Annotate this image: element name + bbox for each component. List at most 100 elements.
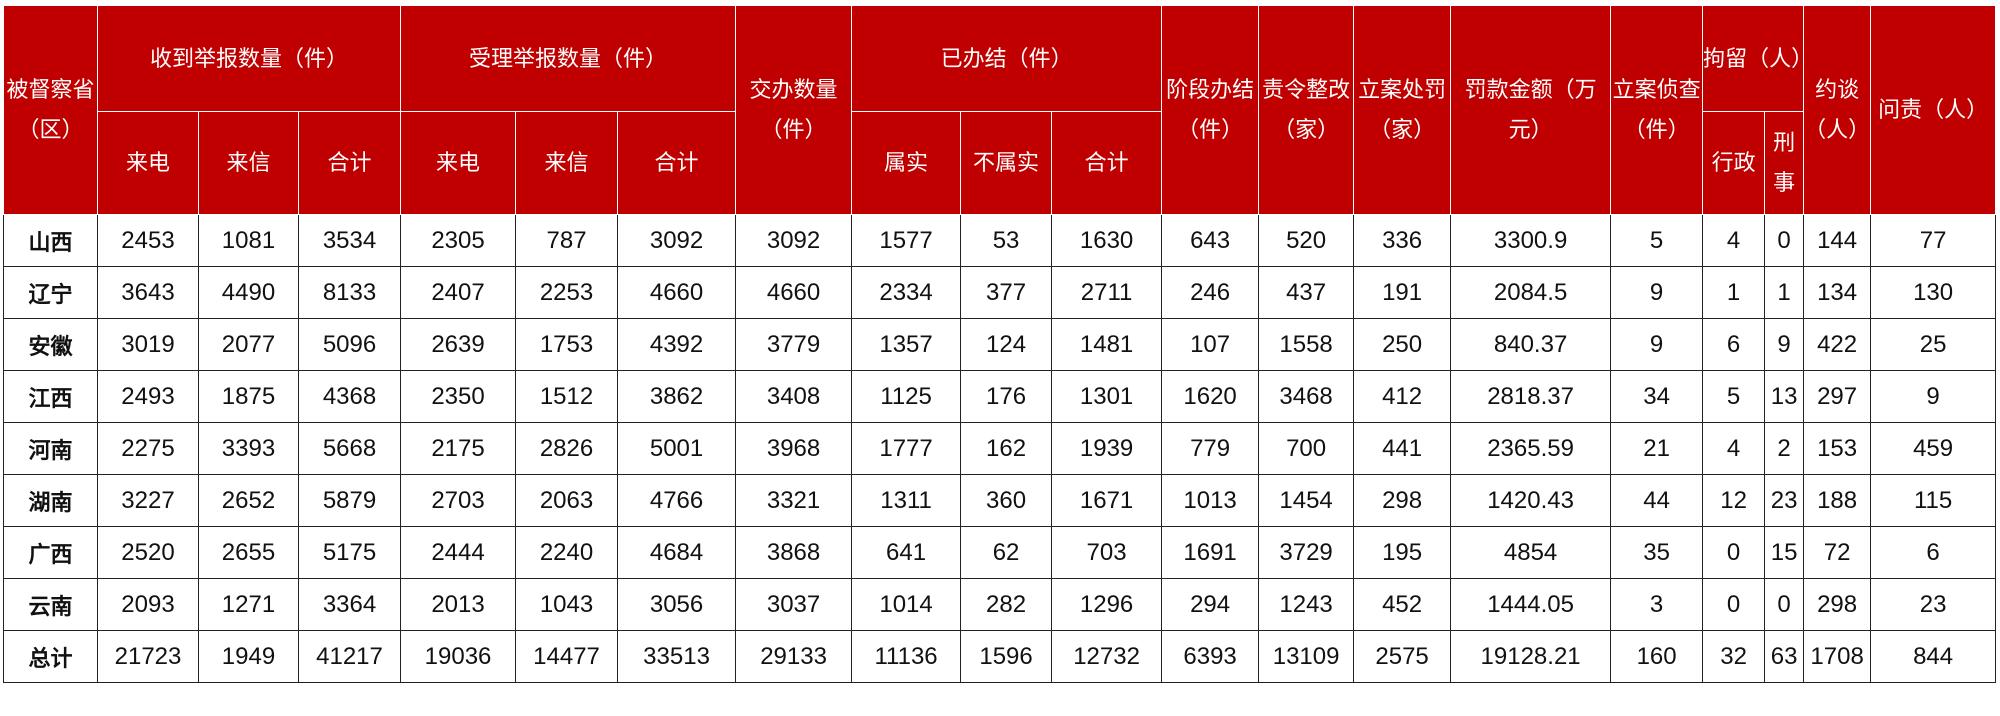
value-cell: 9 bbox=[1610, 266, 1704, 319]
value-cell: 1357 bbox=[851, 318, 962, 371]
value-cell: 520 bbox=[1258, 214, 1355, 267]
value-cell: 0 bbox=[1764, 214, 1805, 267]
value-cell: 23 bbox=[1764, 474, 1805, 527]
value-cell: 2334 bbox=[851, 266, 962, 319]
value-cell: 6393 bbox=[1161, 630, 1260, 683]
value-cell: 162 bbox=[960, 422, 1053, 475]
value-cell: 787 bbox=[515, 214, 619, 267]
value-cell: 2013 bbox=[400, 578, 517, 631]
subheader-true: 属实 bbox=[851, 111, 962, 215]
value-cell: 2639 bbox=[400, 318, 517, 371]
value-cell: 840.37 bbox=[1450, 318, 1612, 371]
value-cell: 4854 bbox=[1450, 526, 1612, 579]
value-cell: 3321 bbox=[735, 474, 853, 527]
value-cell: 3056 bbox=[617, 578, 737, 631]
value-cell: 5879 bbox=[297, 474, 402, 527]
value-cell: 72 bbox=[1803, 526, 1872, 579]
value-cell: 360 bbox=[960, 474, 1053, 527]
value-cell: 4392 bbox=[617, 318, 737, 371]
value-cell: 4490 bbox=[198, 266, 299, 319]
header-received: 收到举报数量（件） bbox=[96, 5, 402, 112]
header-accountability: 问责（人） bbox=[1870, 5, 1997, 215]
value-cell: 13109 bbox=[1258, 630, 1355, 683]
value-cell: 3408 bbox=[735, 370, 853, 423]
value-cell: 459 bbox=[1870, 422, 1997, 475]
value-cell: 1043 bbox=[515, 578, 619, 631]
value-cell: 11136 bbox=[851, 630, 962, 683]
value-cell: 25 bbox=[1870, 318, 1997, 371]
province-cell: 江西 bbox=[3, 370, 98, 423]
value-cell: 12 bbox=[1702, 474, 1766, 527]
value-cell: 2826 bbox=[515, 422, 619, 475]
value-cell: 9 bbox=[1764, 318, 1805, 371]
header-assigned: 交办数量（件） bbox=[735, 5, 853, 215]
subheader-criminal: 刑事 bbox=[1764, 111, 1805, 215]
header-stage-closed: 阶段办结（件） bbox=[1161, 5, 1260, 215]
value-cell: 0 bbox=[1702, 578, 1766, 631]
value-cell: 3227 bbox=[97, 474, 199, 527]
header-province: 被督察省（区） bbox=[3, 5, 98, 215]
value-cell: 2350 bbox=[400, 370, 517, 423]
value-cell: 4660 bbox=[735, 266, 853, 319]
value-cell: 2453 bbox=[97, 214, 199, 267]
value-cell: 2084.5 bbox=[1450, 266, 1612, 319]
province-cell: 湖南 bbox=[3, 474, 98, 527]
value-cell: 2652 bbox=[198, 474, 299, 527]
value-cell: 2365.59 bbox=[1450, 422, 1612, 475]
value-cell: 6 bbox=[1702, 318, 1766, 371]
header-ordered-rectify: 责令整改（家） bbox=[1258, 5, 1355, 215]
value-cell: 1558 bbox=[1258, 318, 1355, 371]
value-cell: 779 bbox=[1161, 422, 1260, 475]
table-row: 湖南 3227 2652 5879 2703 2063 4766 3321 1311 360 167… bbox=[3, 474, 1997, 527]
value-cell: 3468 bbox=[1258, 370, 1355, 423]
table-row: 总计 21723 1949 41217 19036 14477 33513 29133 1113… bbox=[3, 630, 1997, 683]
value-cell: 6 bbox=[1870, 526, 1997, 579]
value-cell: 1939 bbox=[1051, 422, 1163, 475]
value-cell: 191 bbox=[1353, 266, 1452, 319]
value-cell: 441 bbox=[1353, 422, 1452, 475]
value-cell: 53 bbox=[960, 214, 1053, 267]
value-cell: 4660 bbox=[617, 266, 737, 319]
value-cell: 1 bbox=[1702, 266, 1766, 319]
value-cell: 2240 bbox=[515, 526, 619, 579]
header-case-penalty: 立案处罚（家） bbox=[1353, 5, 1452, 215]
value-cell: 1671 bbox=[1051, 474, 1163, 527]
value-cell: 1949 bbox=[198, 630, 299, 683]
province-cell: 总计 bbox=[3, 630, 98, 683]
value-cell: 1512 bbox=[515, 370, 619, 423]
province-cell: 辽宁 bbox=[3, 266, 98, 319]
value-cell: 2275 bbox=[97, 422, 199, 475]
value-cell: 4 bbox=[1702, 422, 1766, 475]
value-cell: 1125 bbox=[851, 370, 962, 423]
value-cell: 12732 bbox=[1051, 630, 1163, 683]
value-cell: 3393 bbox=[198, 422, 299, 475]
value-cell: 63 bbox=[1764, 630, 1805, 683]
value-cell: 4684 bbox=[617, 526, 737, 579]
value-cell: 3300.9 bbox=[1450, 214, 1612, 267]
value-cell: 2253 bbox=[515, 266, 619, 319]
table-row: 山西 2453 1081 3534 2305 787 3092 3092 1577 53 1630 6… bbox=[3, 214, 1997, 267]
value-cell: 1444.05 bbox=[1450, 578, 1612, 631]
table-row: 云南 2093 1271 3364 2013 1043 3056 3037 1014 282 129… bbox=[3, 578, 1997, 631]
value-cell: 107 bbox=[1161, 318, 1260, 371]
value-cell: 195 bbox=[1353, 526, 1452, 579]
value-cell: 1271 bbox=[198, 578, 299, 631]
value-cell: 2407 bbox=[400, 266, 517, 319]
subheader-total: 合计 bbox=[297, 111, 402, 215]
value-cell: 77 bbox=[1870, 214, 1997, 267]
value-cell: 422 bbox=[1803, 318, 1872, 371]
value-cell: 1875 bbox=[198, 370, 299, 423]
value-cell: 62 bbox=[960, 526, 1053, 579]
value-cell: 2063 bbox=[515, 474, 619, 527]
value-cell: 3868 bbox=[735, 526, 853, 579]
value-cell: 4368 bbox=[297, 370, 402, 423]
province-cell: 山西 bbox=[3, 214, 98, 267]
header-fine: 罚款金额（万元） bbox=[1450, 5, 1612, 215]
value-cell: 3729 bbox=[1258, 526, 1355, 579]
value-cell: 1301 bbox=[1051, 370, 1163, 423]
table-row: 安徽 3019 2077 5096 2639 1753 4392 3779 1357 124 148… bbox=[3, 318, 1997, 371]
value-cell: 15 bbox=[1764, 526, 1805, 579]
value-cell: 2305 bbox=[400, 214, 517, 267]
value-cell: 1014 bbox=[851, 578, 962, 631]
value-cell: 3019 bbox=[97, 318, 199, 371]
